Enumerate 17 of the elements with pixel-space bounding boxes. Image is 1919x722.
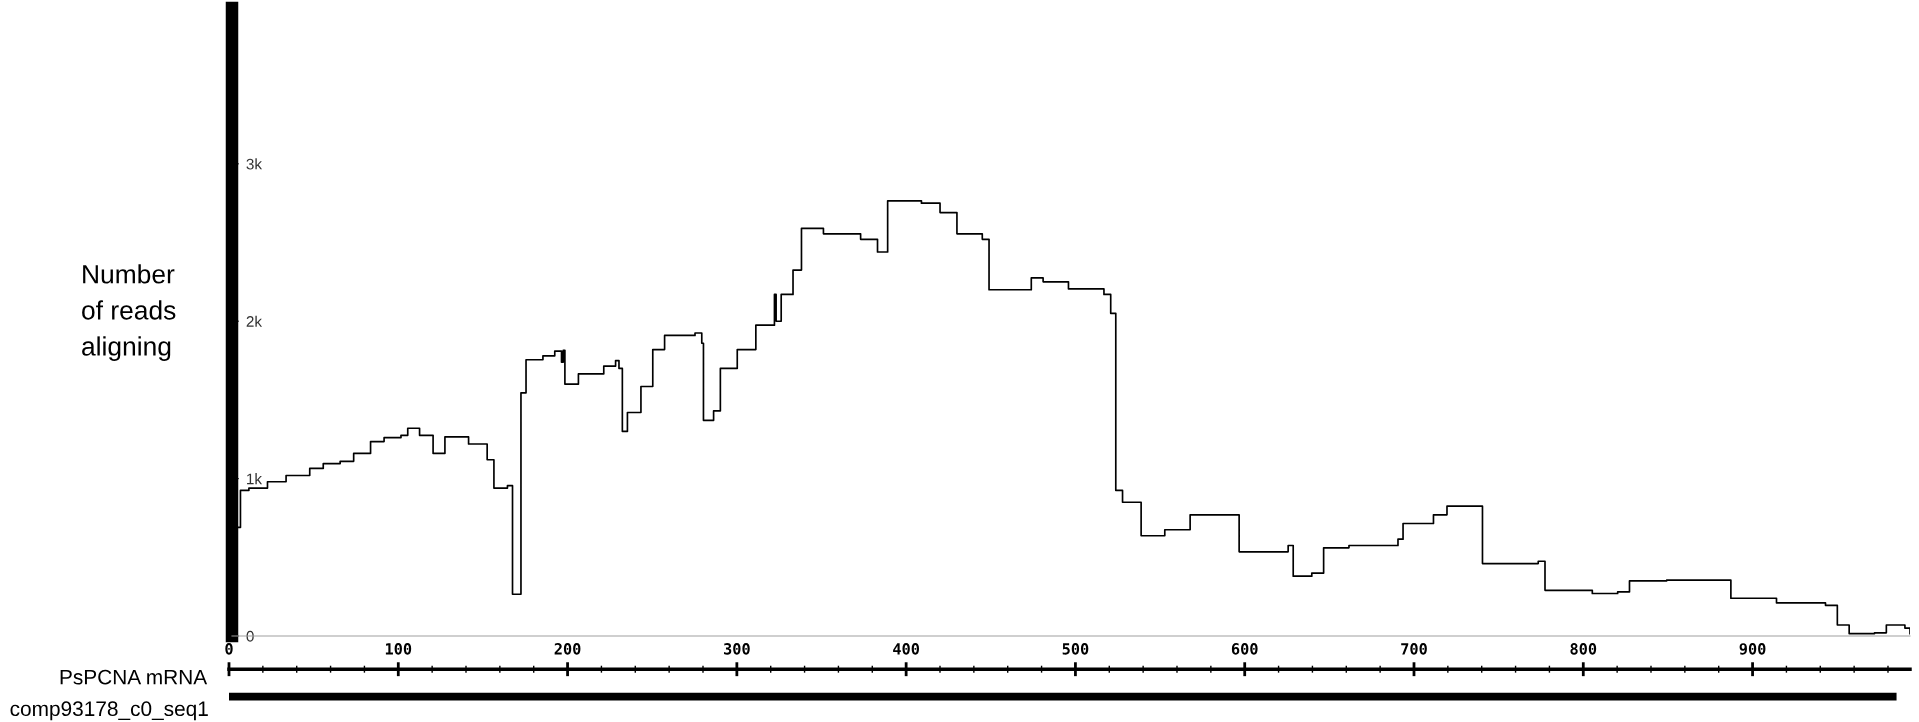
y-axis-title: Number of reads aligning: [82, 264, 176, 361]
x-axis-title: PsPCNA mRNA: [60, 669, 208, 685]
y-tick-label: 2k: [246, 315, 263, 327]
x-tick-label: 500: [1062, 643, 1089, 655]
y-tick-label: 1k: [247, 473, 263, 485]
x-tick-label: 100: [385, 643, 412, 655]
x-tick-label: 200: [554, 643, 581, 655]
text: comp93178_c0_seq1: [10, 701, 208, 721]
x-tick-label: 600: [1231, 643, 1258, 655]
y-tick-label: 0: [246, 630, 254, 642]
x-tick-label: 900: [1739, 643, 1766, 655]
x-tick-label: 800: [1570, 643, 1597, 655]
x-tick-label: 400: [893, 643, 920, 655]
x-tick-label: 700: [1401, 643, 1427, 655]
x-tick-label: 300: [723, 643, 750, 655]
x-tick-label: 0: [225, 643, 233, 655]
y-tick-label: 3k: [246, 158, 263, 170]
